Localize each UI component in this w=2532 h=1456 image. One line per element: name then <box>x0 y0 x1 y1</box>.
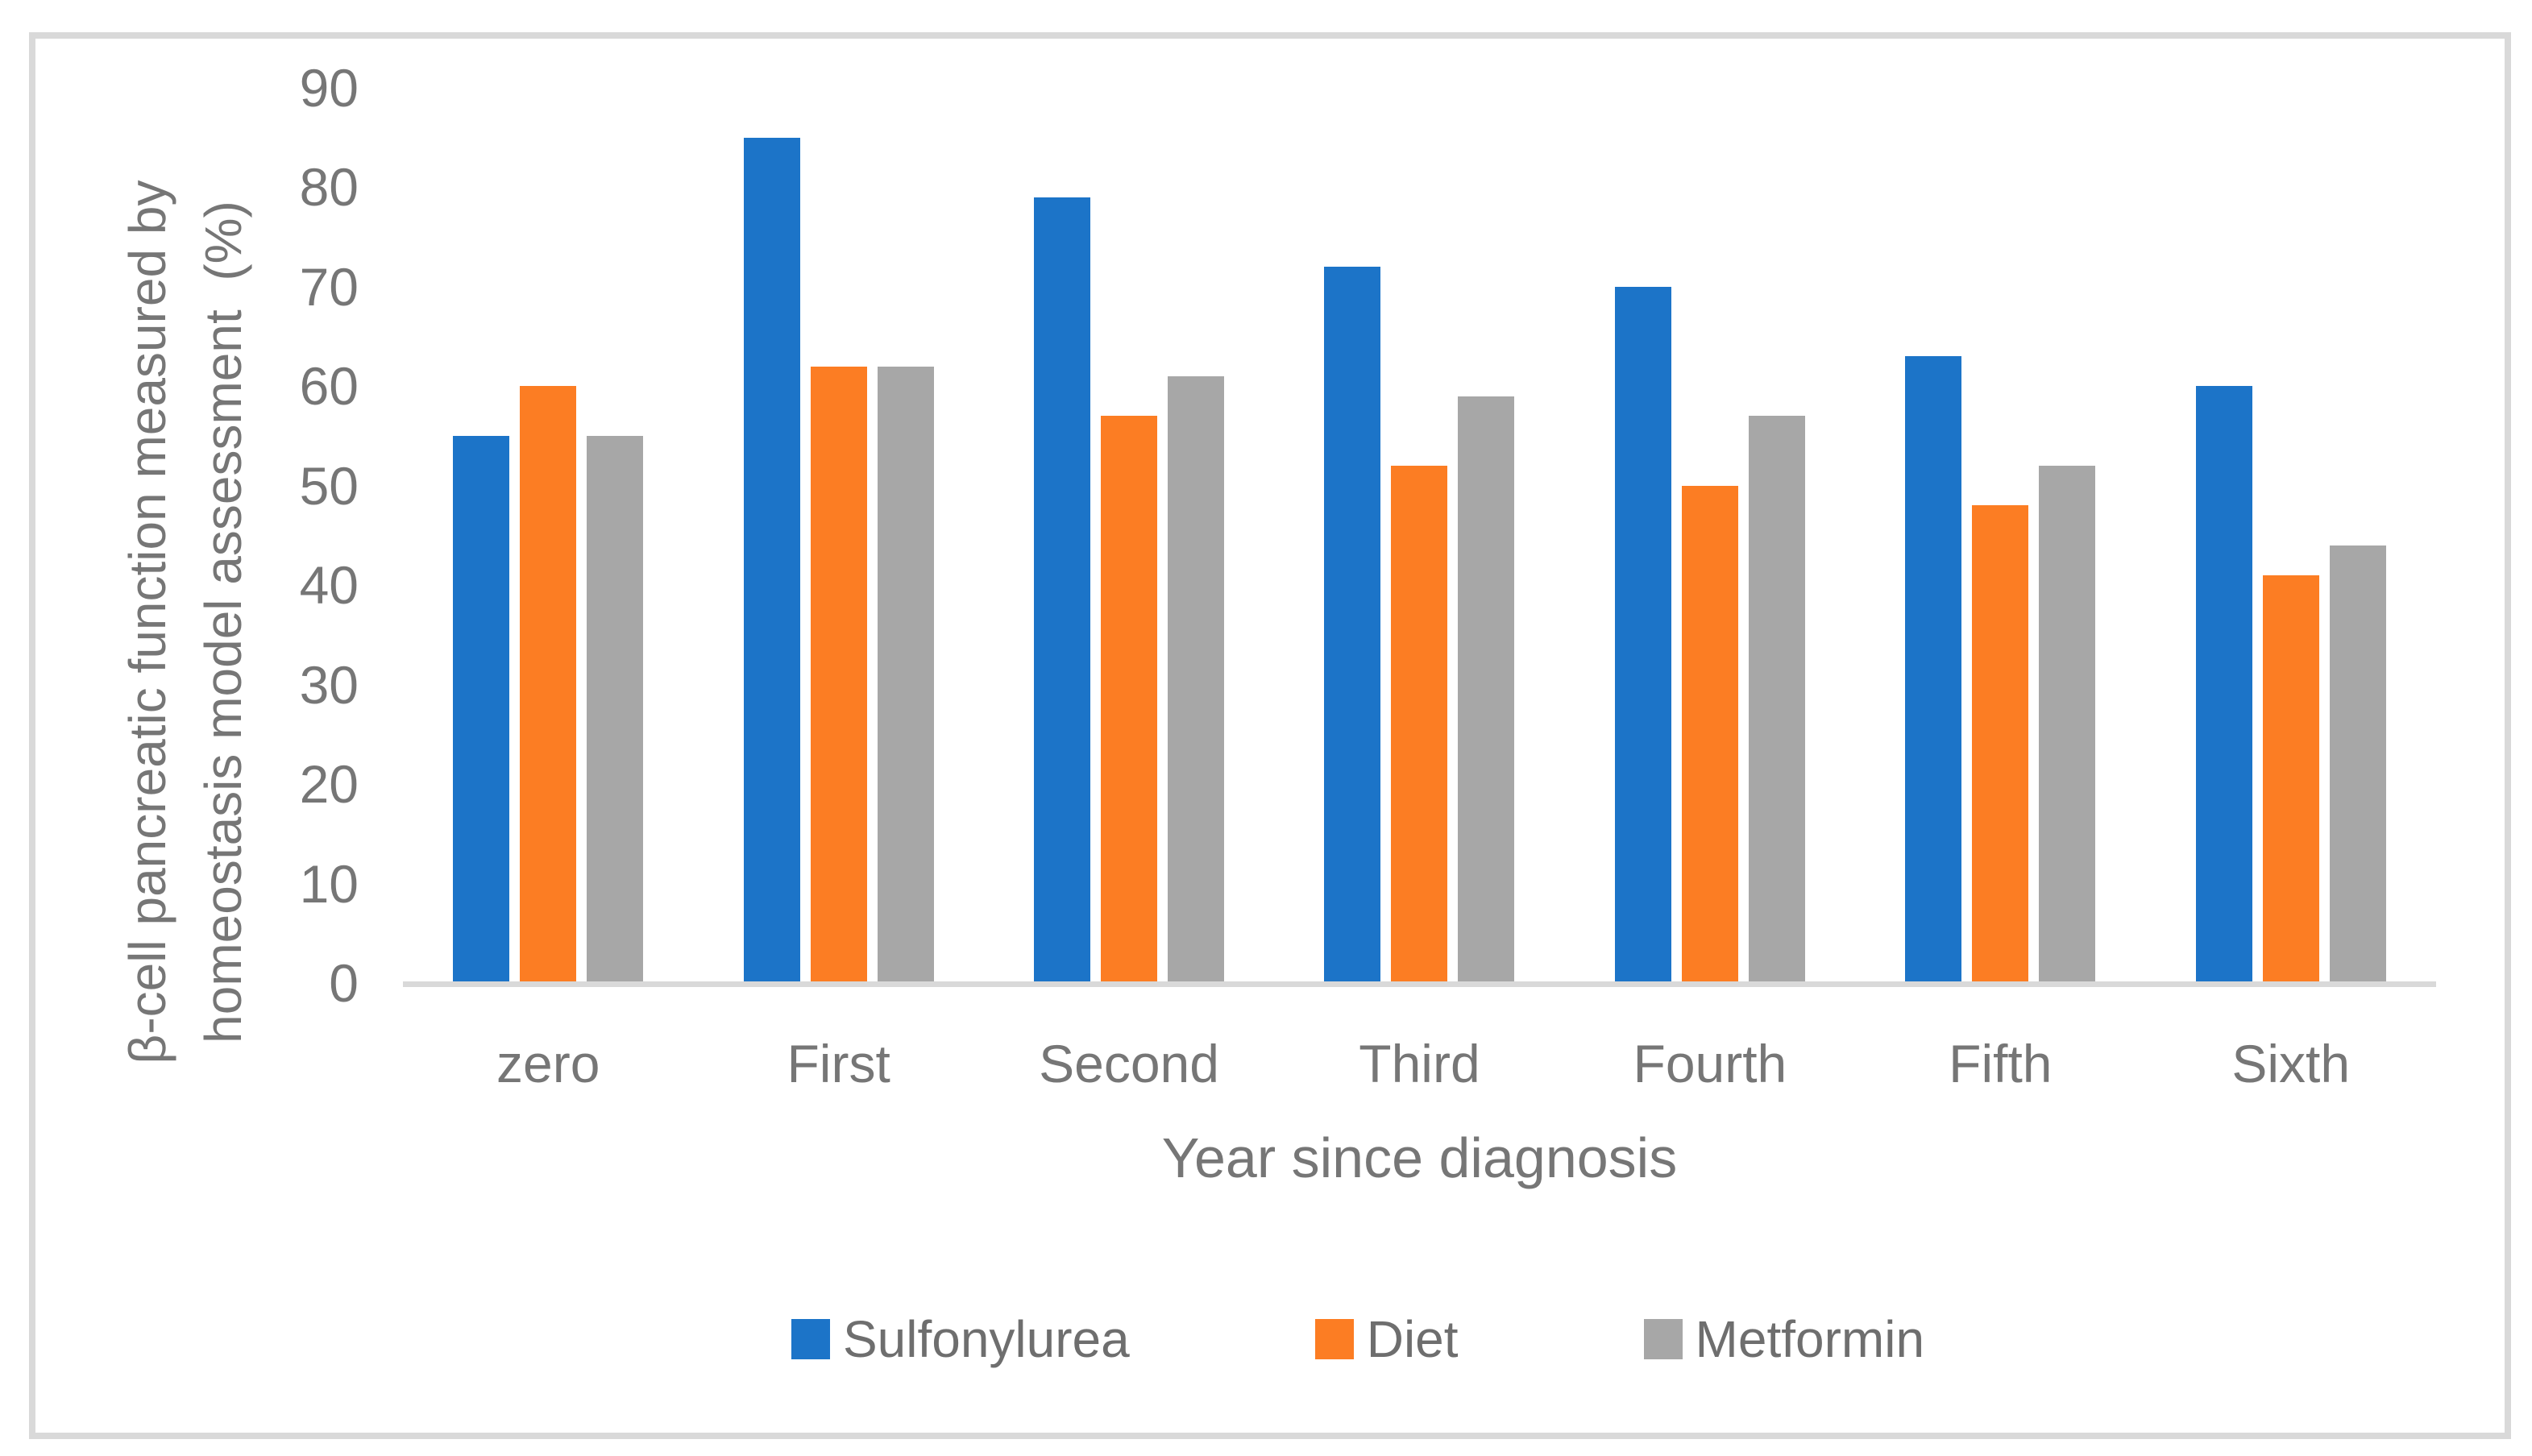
bar-group-zero <box>403 88 693 983</box>
bar-sulfonylurea-fifth <box>1905 356 1962 983</box>
legend-marker-sulfonylurea <box>791 1319 830 1359</box>
category-label-second: Second <box>1039 1034 1219 1093</box>
bar-group-sixth <box>2146 88 2436 983</box>
bar-diet-second <box>1101 416 1158 983</box>
legend: Sulfonylurea Diet Metformin <box>92 1309 2532 1369</box>
bar-group-first <box>693 88 983 983</box>
bar-group-second <box>984 88 1274 983</box>
y-axis-tick-labels: 0 10 20 30 40 50 60 70 80 90 <box>201 0 359 1047</box>
x-axis-line <box>403 981 2436 987</box>
x-axis-title: Year since diagnosis <box>1161 1126 1678 1189</box>
bar-sulfonylurea-zero <box>453 436 510 983</box>
bar-sulfonylurea-third <box>1324 267 1381 983</box>
bar-diet-sixth <box>2262 575 2319 983</box>
bar-sulfonylurea-second <box>1034 197 1091 983</box>
bar-metformin-second <box>1168 376 1225 983</box>
y-tick-label-70: 70 <box>299 256 359 317</box>
bar-group-fifth <box>1855 88 2145 983</box>
legend-label-sulfonylurea: Sulfonylurea <box>842 1310 1130 1368</box>
bar-sulfonylurea-fourth <box>1614 286 1671 983</box>
y-tick-label-50: 50 <box>299 455 359 516</box>
category-label-sixth: Sixth <box>2231 1034 2351 1093</box>
y-tick-label-20: 20 <box>299 754 359 815</box>
y-tick-label-80: 80 <box>299 157 359 218</box>
y-tick-label-40: 40 <box>299 555 359 616</box>
bar-metformin-third <box>1458 396 1515 983</box>
bar-group-fourth <box>1565 88 1855 983</box>
legend-marker-metformin <box>1643 1319 1683 1359</box>
legend-item-metformin: Metformin <box>1643 1309 1925 1369</box>
bar-groups <box>403 88 2436 983</box>
bar-diet-fifth <box>1972 505 2029 983</box>
legend-marker-diet <box>1314 1319 1354 1359</box>
y-tick-label-90: 90 <box>299 58 359 118</box>
bar-metformin-zero <box>587 436 644 983</box>
bar-sulfonylurea-sixth <box>2195 386 2252 983</box>
bar-diet-zero <box>520 386 577 983</box>
legend-item-diet: Diet <box>1314 1309 1459 1369</box>
bar-metformin-fifth <box>2039 466 2096 983</box>
y-tick-label-30: 30 <box>299 654 359 715</box>
category-label-third: Third <box>1359 1034 1480 1093</box>
bar-diet-first <box>810 366 867 983</box>
chart-border-frame <box>29 32 2511 1439</box>
bar-metformin-sixth <box>2329 545 2386 983</box>
x-axis-category-labels: zero First Second Third Fourth Fifth Sixth <box>403 1031 2436 1096</box>
bar-group-third <box>1274 88 1564 983</box>
legend-label-metformin: Metformin <box>1695 1310 1925 1368</box>
bar-metformin-first <box>877 366 934 983</box>
y-tick-label-60: 60 <box>299 356 359 417</box>
y-axis-title-line-1: β-cell pancreatic function measured by <box>118 180 176 1064</box>
category-label-fourth: Fourth <box>1633 1034 1787 1093</box>
y-tick-label-0: 0 <box>329 953 359 1013</box>
plot-area <box>403 88 2436 983</box>
category-label-fifth: Fifth <box>1949 1034 2053 1093</box>
bar-diet-fourth <box>1681 485 1738 983</box>
bar-metformin-fourth <box>1748 416 1805 983</box>
bar-diet-third <box>1391 466 1448 983</box>
y-tick-label-10: 10 <box>299 853 359 914</box>
legend-item-sulfonylurea: Sulfonylurea <box>791 1309 1130 1369</box>
category-label-zero: zero <box>496 1034 600 1093</box>
bar-sulfonylurea-first <box>743 137 800 983</box>
legend-label-diet: Diet <box>1366 1310 1459 1368</box>
category-label-first: First <box>787 1034 890 1093</box>
